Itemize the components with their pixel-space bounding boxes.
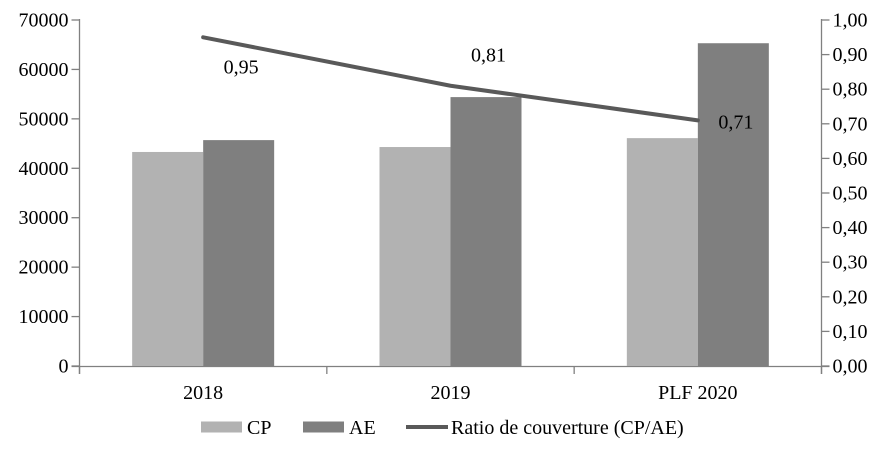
bar-ae-plf-2020: [697, 43, 769, 366]
left-axis-tick-label: 40000: [19, 158, 69, 180]
right-axis-tick-label: 0,90: [833, 44, 868, 66]
right-axis-tick-label: 0,30: [833, 252, 868, 274]
left-axis-tick-label: 0: [59, 356, 69, 378]
right-axis-tick-label: 0,60: [833, 148, 868, 170]
right-axis-tick-label: 0,40: [833, 217, 868, 239]
right-axis-tick-label: 0,10: [833, 321, 868, 343]
legend-swatch-ae: [303, 421, 344, 433]
legend-label-ratio: Ratio de couverture (CP/AE): [451, 417, 684, 439]
ratio-data-label: 0,71: [718, 111, 753, 133]
ratio-line: [201, 35, 700, 123]
right-axis-tick-label: 0,80: [833, 79, 868, 101]
left-axis-tick-label: 20000: [19, 257, 69, 279]
left-axis-tick-label: 70000: [19, 10, 69, 32]
bar-ae-2018: [203, 140, 275, 366]
bar-cp-2019: [379, 147, 451, 366]
right-axis-tick-label: 0,20: [833, 286, 868, 308]
legend-label-ae: AE: [349, 417, 376, 439]
right-axis-tick-label: 0,50: [833, 183, 868, 205]
x-axis-category-label: PLF 2020: [658, 382, 737, 404]
ratio-data-label: 0,81: [471, 45, 506, 67]
x-axis-category-label: 2018: [183, 382, 223, 404]
right-axis-tick-label: 1,00: [833, 10, 868, 32]
right-axis-tick-label: 0,00: [833, 356, 868, 378]
bar-ae-2019: [450, 97, 522, 366]
legend-swatch-cp: [201, 421, 242, 433]
left-axis-tick-label: 10000: [19, 306, 69, 328]
left-axis-tick-label: 60000: [19, 59, 69, 81]
ratio-data-label: 0,95: [224, 56, 259, 78]
legend-label-cp: CP: [247, 417, 271, 439]
x-axis-category-label: 2019: [431, 382, 471, 404]
bar-cp-2018: [132, 151, 204, 366]
left-axis-tick-label: 30000: [19, 207, 69, 229]
right-axis-tick-label: 0,70: [833, 113, 868, 135]
bar-cp-plf-2020: [626, 138, 698, 366]
left-axis-tick-label: 50000: [19, 108, 69, 130]
